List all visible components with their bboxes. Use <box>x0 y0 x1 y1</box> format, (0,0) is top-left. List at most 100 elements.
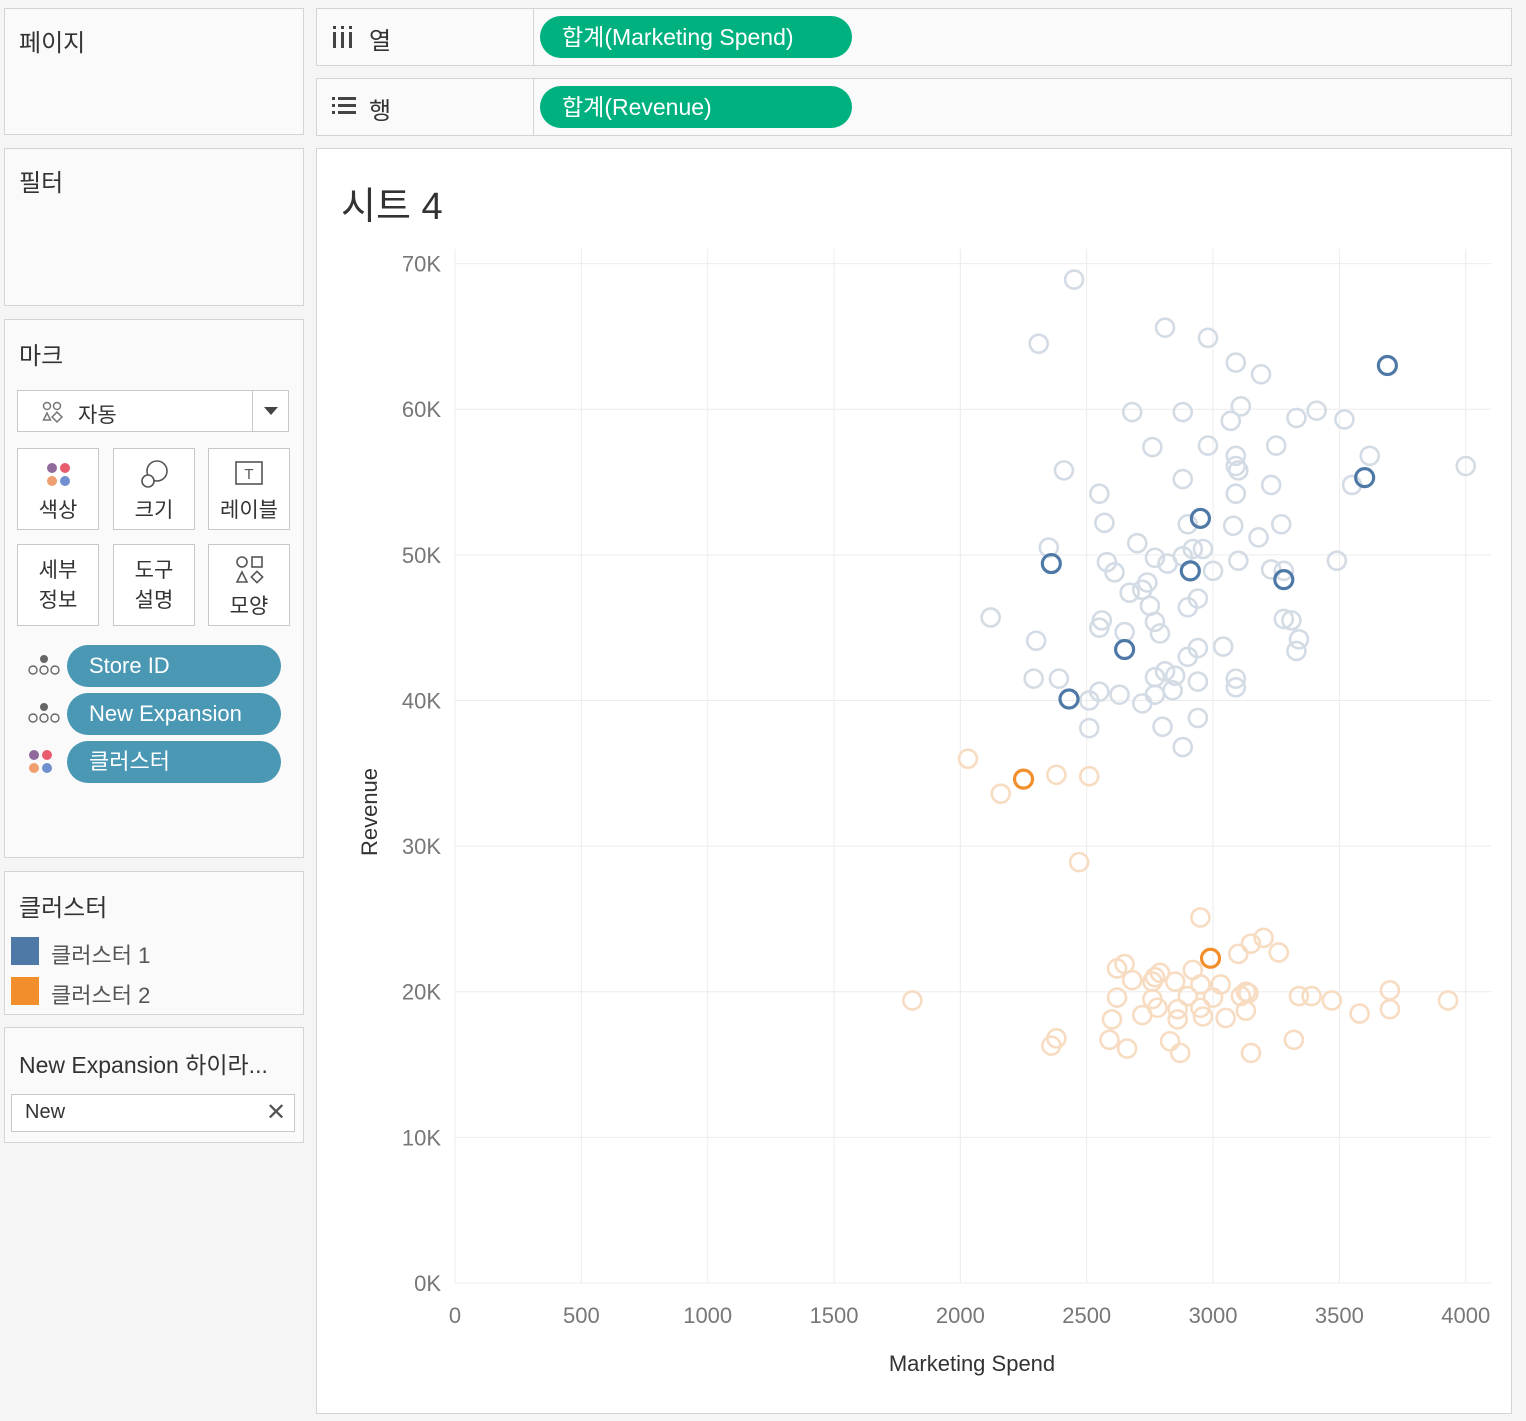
columns-pill-marketing-spend[interactable]: 합계(Marketing Spend) <box>540 16 852 58</box>
data-point[interactable] <box>1094 512 1115 534</box>
data-point[interactable] <box>1106 987 1128 1008</box>
data-point[interactable] <box>1455 455 1477 477</box>
data-point[interactable] <box>1048 668 1070 689</box>
highlighted-data-point[interactable] <box>1114 638 1136 661</box>
scatter-chart[interactable]: 0K 10K 20K 30K 40K 50K 60K 70K 0 500 1000 1500 2000… <box>317 149 1511 1413</box>
data-point[interactable] <box>1162 679 1183 701</box>
data-point[interactable] <box>1281 610 1302 631</box>
data-point[interactable] <box>1172 468 1194 490</box>
data-point[interactable] <box>1306 400 1327 421</box>
columns-shelf[interactable]: 열 합계(Marketing Spend) <box>316 8 1512 66</box>
data-point[interactable] <box>1273 608 1295 630</box>
data-point[interactable] <box>1197 327 1219 349</box>
data-point[interactable] <box>1215 1007 1236 1029</box>
data-point[interactable] <box>1126 532 1148 554</box>
data-point[interactable] <box>1023 668 1044 689</box>
data-point[interactable] <box>1326 550 1348 571</box>
data-point[interactable] <box>1068 851 1090 873</box>
data-point[interactable] <box>1190 907 1211 928</box>
data-point[interactable] <box>1228 550 1249 571</box>
data-point[interactable] <box>1131 1004 1153 1026</box>
data-point[interactable] <box>1157 553 1178 574</box>
data-point[interactable] <box>1144 611 1166 633</box>
detail-button[interactable]: 세부 정보 <box>17 544 99 626</box>
mark-type-dropdown[interactable]: 자동 <box>17 390 289 432</box>
mark-field-cluster[interactable]: 클러스터 <box>67 741 281 783</box>
data-point[interactable] <box>1114 621 1135 643</box>
data-point[interactable] <box>1283 1029 1305 1051</box>
data-point[interactable] <box>1167 998 1188 1020</box>
data-point[interactable] <box>1260 474 1282 496</box>
data-point[interactable] <box>1240 1042 1262 1064</box>
data-point[interactable] <box>1078 765 1100 787</box>
data-point[interactable] <box>1187 707 1209 729</box>
rows-pill-revenue[interactable]: 합계(Revenue) <box>540 86 852 128</box>
highlighted-data-point[interactable] <box>1179 560 1201 582</box>
data-point[interactable] <box>1379 998 1401 1020</box>
data-point[interactable] <box>1028 333 1049 354</box>
data-point[interactable] <box>1182 538 1204 560</box>
data-point[interactable] <box>1154 661 1176 682</box>
data-point[interactable] <box>1288 985 1310 1007</box>
rows-shelf[interactable]: 행 합계(Revenue) <box>316 78 1512 136</box>
tooltip-button[interactable]: 도구 설명 <box>113 544 195 626</box>
data-point[interactable] <box>1104 562 1125 583</box>
data-point[interactable] <box>1078 690 1100 711</box>
data-point[interactable] <box>1268 942 1290 963</box>
highlighted-data-point[interactable] <box>1199 947 1222 969</box>
highlighted-data-point[interactable] <box>1376 354 1399 377</box>
data-point[interactable] <box>1301 985 1322 1007</box>
data-point[interactable] <box>1172 736 1194 758</box>
data-point[interactable] <box>980 607 1001 628</box>
highlighted-data-point[interactable] <box>1058 688 1080 710</box>
data-point[interactable] <box>1121 969 1143 991</box>
data-point[interactable] <box>1119 582 1140 603</box>
data-point[interactable] <box>1225 483 1247 504</box>
data-point[interactable] <box>1220 410 1242 432</box>
data-point[interactable] <box>1177 513 1199 535</box>
data-point[interactable] <box>1225 668 1247 689</box>
chevron-down-icon[interactable] <box>264 407 278 415</box>
data-point[interactable] <box>1089 483 1110 504</box>
data-point[interactable] <box>1250 363 1272 385</box>
data-point[interactable] <box>1167 1009 1188 1030</box>
data-point[interactable] <box>990 783 1012 804</box>
data-point[interactable] <box>1192 538 1214 560</box>
data-point[interactable] <box>1154 317 1176 338</box>
data-point[interactable] <box>1078 717 1100 739</box>
data-point[interactable] <box>1379 979 1401 1001</box>
data-point[interactable] <box>1164 665 1186 687</box>
data-point[interactable] <box>1063 269 1085 290</box>
data-point[interactable] <box>1225 677 1247 698</box>
mark-field-new-expansion[interactable]: New Expansion <box>67 693 281 735</box>
data-point[interactable] <box>1230 395 1252 417</box>
data-point[interactable] <box>1190 997 1211 1019</box>
data-point[interactable] <box>1260 559 1282 580</box>
data-point[interactable] <box>1142 436 1163 458</box>
shape-button[interactable]: 모양 <box>208 544 290 626</box>
data-point[interactable] <box>1159 1030 1181 1052</box>
data-point[interactable] <box>1149 623 1171 644</box>
data-point[interactable] <box>1286 407 1307 429</box>
data-point[interactable] <box>1359 445 1381 467</box>
data-point[interactable] <box>1288 628 1310 650</box>
data-point[interactable] <box>1131 693 1153 714</box>
data-point[interactable] <box>1202 560 1224 582</box>
data-point[interactable] <box>1349 1003 1370 1024</box>
data-point[interactable] <box>1212 636 1234 657</box>
data-point[interactable] <box>1286 640 1307 662</box>
data-point[interactable] <box>1053 460 1075 481</box>
data-point[interactable] <box>1121 401 1143 423</box>
data-point[interactable] <box>1228 460 1249 481</box>
data-point[interactable] <box>1235 1000 1257 1021</box>
data-point[interactable] <box>1089 617 1110 638</box>
data-point[interactable] <box>957 748 979 770</box>
label-button[interactable]: T 레이블 <box>208 448 290 530</box>
highlighted-data-point[interactable] <box>1040 552 1062 575</box>
data-point[interactable] <box>1190 974 1211 995</box>
data-point[interactable] <box>1116 1038 1138 1059</box>
data-point[interactable] <box>1187 671 1209 692</box>
data-point[interactable] <box>1240 933 1262 954</box>
data-point[interactable] <box>1187 637 1209 659</box>
data-point[interactable] <box>1187 588 1209 609</box>
